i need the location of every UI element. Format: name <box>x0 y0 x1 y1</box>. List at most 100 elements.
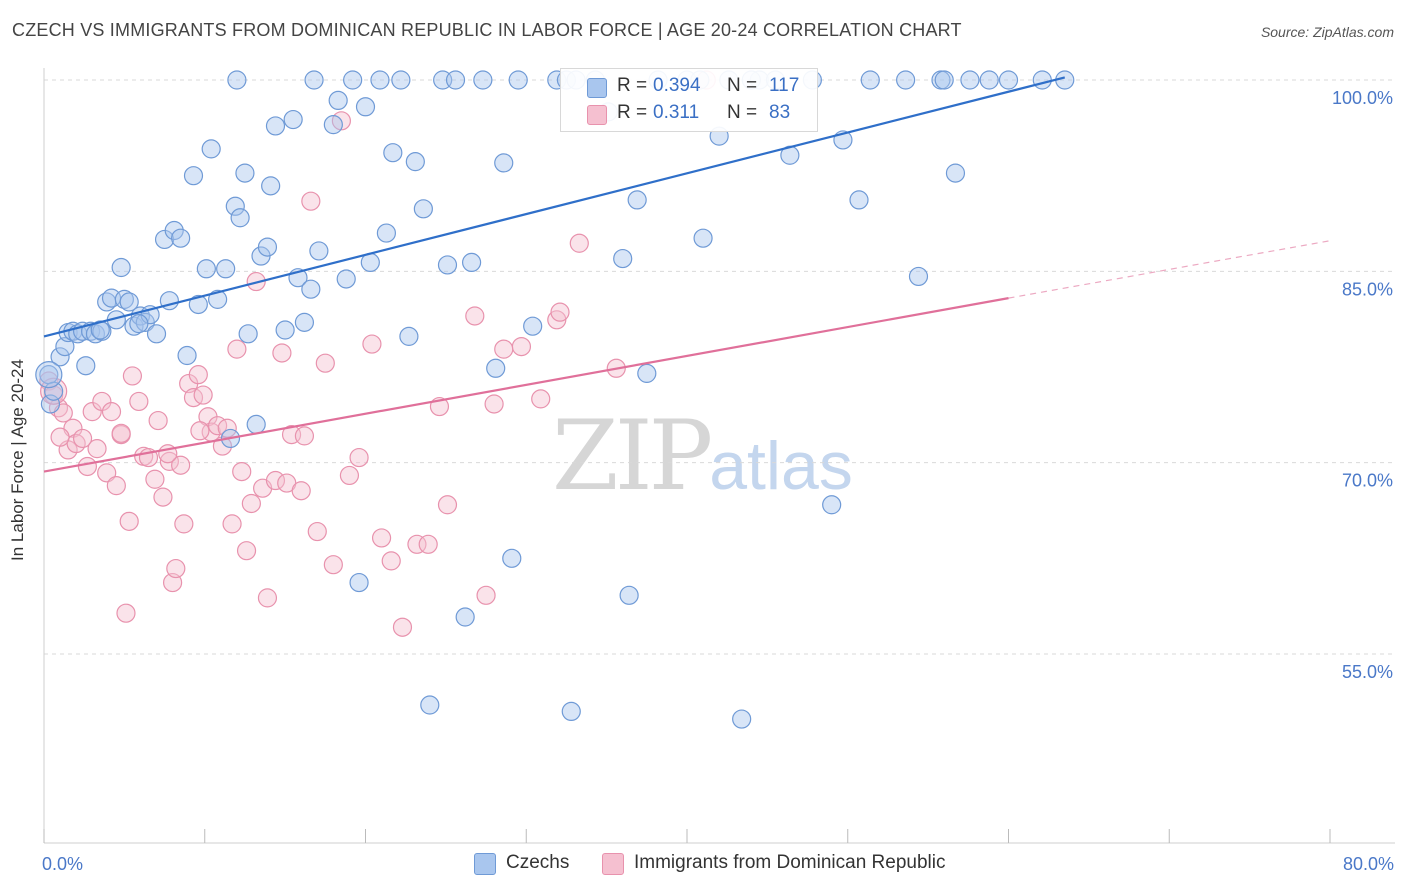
dominican-point <box>193 385 213 405</box>
czech-point <box>129 314 149 334</box>
legend-row-dominican: R = 0.311 N = 83 <box>561 101 817 127</box>
czech-point <box>960 70 980 90</box>
x-tick-label: 80.0% <box>1343 854 1394 874</box>
chart-title: CZECH VS IMMIGRANTS FROM DOMINICAN REPUB… <box>12 20 962 40</box>
czech-point <box>309 241 329 261</box>
czech-point <box>486 358 506 378</box>
czech-point <box>257 237 278 257</box>
czech-point <box>461 252 482 273</box>
dominican-point <box>163 572 183 593</box>
dominican-point <box>153 487 173 507</box>
dominican-point <box>257 588 278 608</box>
dominican-point <box>50 427 70 447</box>
czech-point <box>908 266 929 287</box>
czech-point <box>455 607 475 627</box>
czech-point <box>370 70 390 90</box>
czech-point <box>201 139 221 159</box>
dominican-point <box>111 423 131 443</box>
czech-point <box>164 220 184 241</box>
dominican-point <box>294 426 315 446</box>
tick-labels-layer: 55.0% 70.0% 85.0% 100.0% 0.0% 80.0% <box>42 88 1394 874</box>
czech-point <box>323 115 343 135</box>
czech-point <box>119 292 139 312</box>
dominican-point <box>437 495 458 515</box>
dominican-point <box>232 461 252 482</box>
czech-point <box>979 70 999 90</box>
dominican-point <box>291 481 311 501</box>
stats-legend: R = 0.394 N = 117 R = 0.311 N = 83 <box>560 68 818 132</box>
dominican-point <box>227 339 247 359</box>
dominican-point <box>148 410 168 431</box>
czech-point <box>235 163 255 183</box>
czech-point <box>732 709 752 729</box>
y-tick-label: 55.0% <box>1342 662 1393 682</box>
dominican-point <box>82 402 102 422</box>
czech-point <box>230 208 250 228</box>
dominican-point <box>145 469 165 489</box>
czech-point <box>349 572 369 593</box>
dominican-point <box>323 555 343 575</box>
czech-point <box>619 585 639 605</box>
y-axis-label: In Labor Force | Age 20-24 <box>8 359 27 561</box>
dominican-point <box>307 521 327 542</box>
dominican-point <box>418 534 438 554</box>
czech-point <box>693 228 713 248</box>
dominican-point <box>569 233 589 253</box>
dominican-point <box>494 339 514 359</box>
dominican-point <box>171 455 191 475</box>
dominican-point <box>392 617 413 637</box>
czech-point <box>196 259 216 279</box>
czech-point <box>613 248 633 269</box>
y-tick-label: 100.0% <box>1332 88 1393 108</box>
czech-point <box>261 176 281 196</box>
czech-point <box>328 90 348 111</box>
czech-point <box>111 257 131 278</box>
dominican-point <box>236 541 257 561</box>
dominican-point <box>101 402 122 422</box>
czech-point <box>508 70 528 90</box>
czech-point <box>183 166 204 186</box>
dominican-point <box>92 391 112 412</box>
axis-layer <box>43 68 1395 844</box>
watermark: ZIPatlas <box>552 400 853 512</box>
bottom-legend-label: Czechs <box>506 852 570 873</box>
legend-n-label: N = <box>727 102 758 123</box>
legend-r-value: 0.394 <box>653 75 701 96</box>
dominican-points-layer <box>39 70 716 637</box>
dominican-point <box>77 456 98 477</box>
czech-point <box>208 289 228 309</box>
czech-point <box>473 70 493 90</box>
czech-point <box>383 143 403 163</box>
dominican-point <box>119 511 139 531</box>
czech-point <box>304 70 324 90</box>
czech-point <box>171 228 191 248</box>
dominican-point <box>265 470 286 491</box>
czech-point <box>188 294 208 315</box>
czech-point <box>50 347 70 367</box>
source-credit: Source: ZipAtlas.com <box>1260 24 1394 40</box>
bottom-legend-label: Immigrants from Dominican Republic <box>634 852 946 873</box>
legend-row-czechs: R = 0.394 N = 117 <box>561 74 817 100</box>
czech-point <box>355 97 376 117</box>
dominican-point <box>362 334 382 354</box>
czech-point <box>945 163 966 183</box>
dominican-point <box>166 558 186 579</box>
czech-point <box>405 152 425 172</box>
legend-n-value: 117 <box>769 75 800 96</box>
czech-point <box>391 70 411 90</box>
czech-point <box>343 70 363 90</box>
czech-point <box>561 701 581 722</box>
czech-point <box>283 109 303 130</box>
czech-point <box>502 548 522 568</box>
dominican-point <box>106 476 126 496</box>
czech-point <box>822 495 842 515</box>
czech-point <box>934 70 954 90</box>
dominican-point <box>97 463 117 483</box>
dominican-point <box>212 436 233 456</box>
czech-point <box>336 269 356 289</box>
trend-lines-layer <box>43 76 1331 473</box>
czech-point <box>238 324 258 344</box>
dominican-point <box>174 514 194 534</box>
czech-point <box>637 363 657 383</box>
